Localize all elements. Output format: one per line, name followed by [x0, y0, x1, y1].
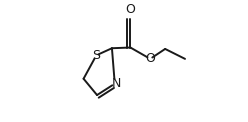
Text: O: O — [125, 3, 135, 16]
Text: N: N — [112, 77, 122, 90]
Text: O: O — [145, 52, 155, 65]
Text: S: S — [92, 49, 100, 62]
